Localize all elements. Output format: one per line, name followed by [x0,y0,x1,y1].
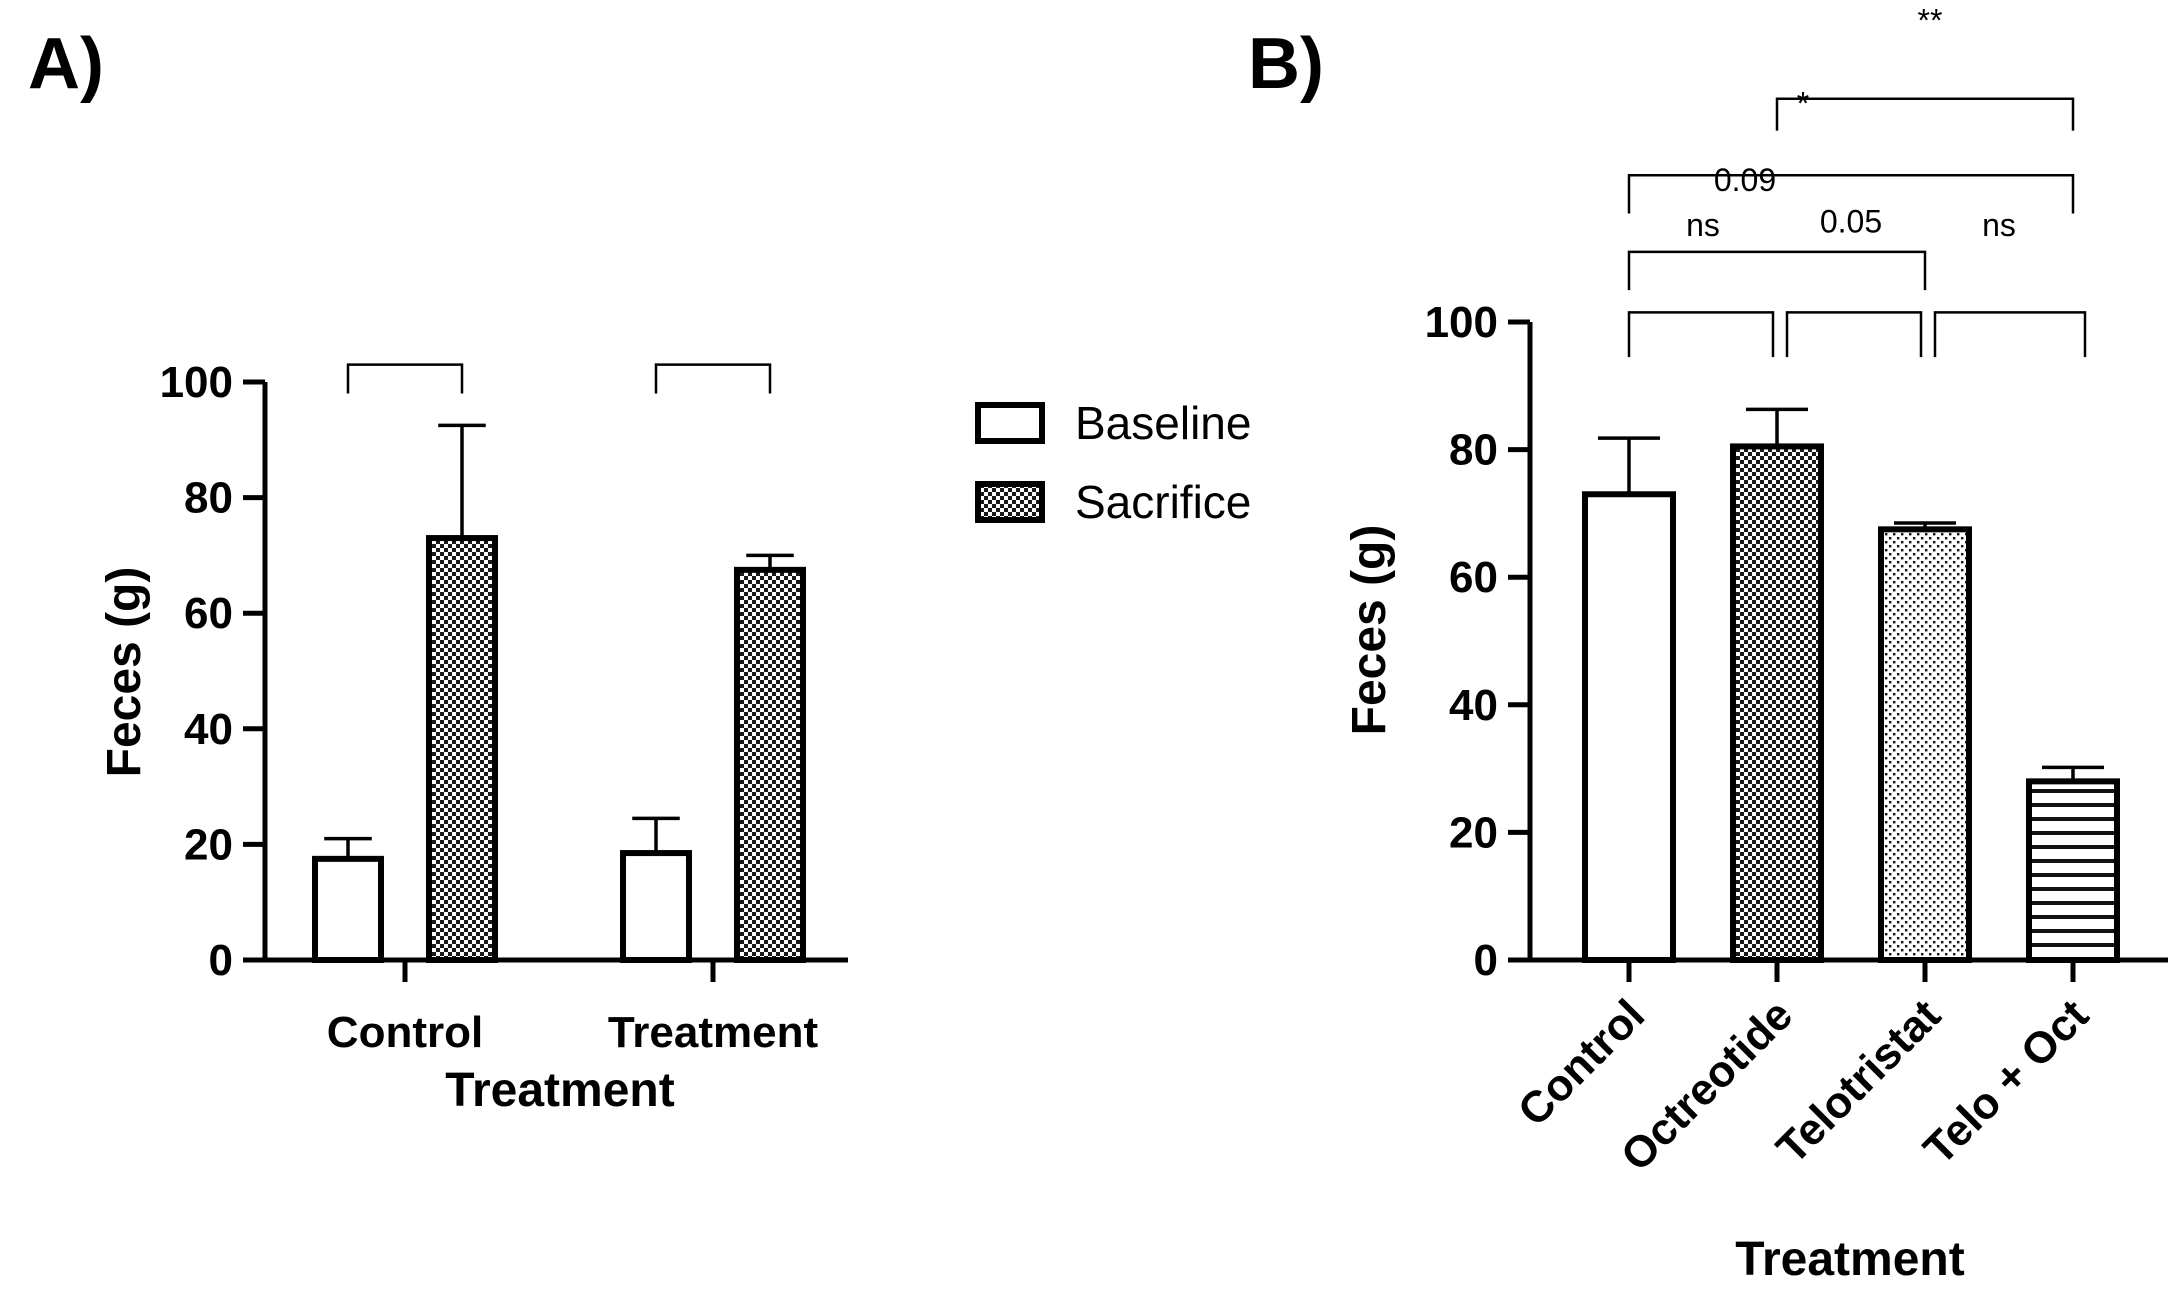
panel-a-label: A) [28,24,104,104]
panel-b-x-title: Treatment [1735,1233,1964,1286]
panel-a-y-tick-label-100: 100 [160,358,233,407]
panel-b-bracket-4 [1627,250,1927,291]
legend-swatch-sacrifice [975,481,1045,523]
panel-b-bracket-label-2: 0.05 [1820,204,1882,240]
panel-a-y-ticks: 0 20 40 60 80 100 [160,358,265,985]
panel-a-y-tick-label-80: 80 [184,474,233,523]
panel-a-bar-control-sacrifice [426,535,498,963]
panel-b-y-tick-label-0: 0 [1474,936,1498,985]
panel-a-y-tick-label-0: 0 [209,936,233,985]
panel-b-brackets: ns 0.05 ns0.09*** [1627,3,2087,358]
legend-label-sacrifice: Sacrifice [1075,476,1251,528]
legend: Baseline Sacrifice [975,397,1251,528]
panel-b-y-tick-label-80: 80 [1449,426,1498,475]
panel-a-y-title: Feces (g) [98,567,151,778]
panel-b-y-tick-label-60: 60 [1449,553,1498,602]
panel-b-category-label-control: Control [1509,990,1654,1135]
panel-a-bar-treatment-sacrifice [734,566,806,963]
panel-a-category-label-control: Control [327,1008,483,1057]
panel-b-bracket-3 [1933,311,2087,358]
panel-a-bar-treatment-baseline [620,850,692,964]
panel-b-axes [1509,322,2168,963]
legend-swatch-baseline [975,402,1045,444]
panel-b-bracket-label-6: ** [1918,3,1943,39]
panel-b-y-ticks: 0 20 40 60 80 100 [1425,298,1530,985]
panel-a-y-tick-label-40: 40 [184,705,233,754]
panel-a-y-tick-label-60: 60 [184,589,233,638]
panel-b-bracket-label-3: ns [1982,207,2016,243]
panel-a-bars [312,423,806,964]
panel-b-y-title: Feces (g) [1343,525,1396,736]
panel-b-bracket-1 [1627,311,1775,358]
panel-a-x-title: Treatment [445,1064,674,1117]
panel-b-bar-octreotide [1730,443,1824,964]
panel-b-bracket-5 [1627,174,2075,214]
panel-a-axes [244,382,848,963]
panel-a-y-tick-label-20: 20 [184,820,233,869]
panel-b-y-tick-label-20: 20 [1449,808,1498,857]
panel-a-x-ticks: Control Treatment [327,960,819,1057]
panel-b-bracket-2 [1785,311,1923,358]
panel-b-bracket-label-1: ns [1686,207,1720,243]
panel-b-bracket-6 [1775,97,2075,131]
panel-b-y-tick-label-100: 100 [1425,298,1498,347]
panel-a-category-label-treatment: Treatment [608,1008,819,1057]
panel-b-bars [1582,407,2120,964]
panel-b-label: B) [1248,24,1324,104]
legend-label-baseline: Baseline [1075,397,1251,449]
panel-b-bracket-label-5: * [1797,86,1809,122]
panel-b-bar-telotristat [1878,526,1972,963]
panel-b-bracket-label-4: 0.09 [1714,162,1776,198]
panel-a-bar-control-baseline [312,855,384,963]
panel-a-bracket-treatment [654,363,772,394]
panel-b-y-tick-label-40: 40 [1449,681,1498,730]
panel-b-bar-control [1582,491,1676,963]
panel-a: A) 0 20 40 60 80 100 Control Treatment Treatme… [28,24,848,1117]
panel-a-bracket-control [346,363,464,394]
panel-b-bar-telo-oct [2026,778,2120,963]
panel-a-brackets [346,363,772,394]
